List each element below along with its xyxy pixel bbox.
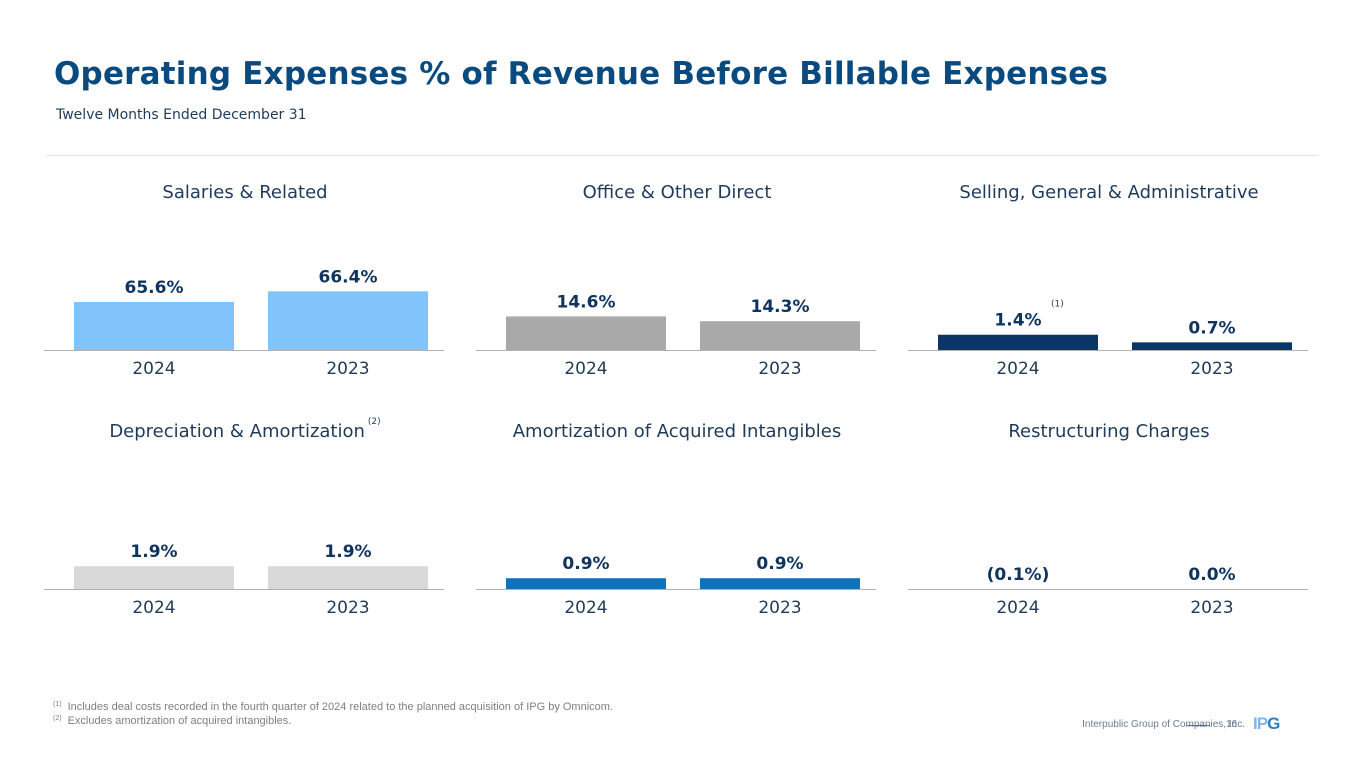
footnote-1: (1) Includes deal costs recorded in the f… [53, 701, 613, 713]
bar-2024 [506, 316, 666, 350]
ipg-logo: IPG [1253, 714, 1280, 734]
chart-title: Selling, General & Administrative [894, 182, 1324, 203]
bar-chart: 1.9% 2024 1.9% 2023 [44, 542, 444, 618]
footnote-2: (2) Excludes amortization of acquired int… [53, 715, 291, 727]
data-label: 65.6% [125, 278, 184, 298]
bar-2023 [268, 566, 428, 589]
footnote-marker: (2) [53, 715, 62, 722]
chart-title: Depreciation & Amortization (2) [30, 417, 460, 442]
chart-title-text: Salaries & Related [162, 182, 328, 203]
chart-panel: Office & Other Direct 14.6% 2024 14.3% 2023 [462, 182, 892, 402]
chart-panel: Amortization of Acquired Intangibles 0.9%… [462, 421, 892, 641]
chart-title-text: Amortization of Acquired Intangibles [512, 421, 842, 442]
chart-title: Restructuring Charges [894, 421, 1324, 442]
page-number: 16 [1226, 719, 1238, 730]
data-label: 0.0% [1188, 565, 1235, 585]
chart-panel: Restructuring Charges (0.1%) 2024 0.0% 2023 [894, 421, 1324, 641]
chart-title-text: Depreciation & Amortization [109, 421, 365, 442]
x-tick-label: 2024 [564, 359, 607, 379]
data-label: (0.1%) [987, 565, 1050, 585]
footnote-text: Excludes amortization of acquired intang… [67, 715, 292, 727]
chart-title: Amortization of Acquired Intangibles [462, 421, 892, 442]
data-label: 0.9% [756, 554, 803, 574]
x-tick-label: 2024 [996, 598, 1039, 618]
page-title: Operating Expenses % of Revenue Before B… [54, 56, 1109, 92]
bar-2024 [938, 334, 1098, 350]
footnote-ref: (2) [367, 417, 381, 427]
logo-part: IP [1253, 714, 1268, 733]
bar-chart: 65.6% 2024 66.4% 2023 [44, 267, 444, 379]
bar-2024 [74, 302, 234, 350]
x-tick-label: 2023 [758, 598, 801, 618]
footnote-ref: (1) [1051, 300, 1064, 310]
x-tick-label: 2023 [1190, 359, 1233, 379]
chart-panel: Selling, General & Administrative 1.4% (1)… [894, 182, 1324, 402]
bar-2023 [268, 291, 428, 350]
data-label: 1.9% [324, 542, 371, 562]
bar-2023 [700, 321, 860, 350]
x-tick-label: 2024 [132, 359, 175, 379]
x-tick-label: 2024 [132, 598, 175, 618]
chart-title-text: Restructuring Charges [1008, 421, 1210, 442]
bar-2024 [506, 578, 666, 589]
x-tick-label: 2023 [1190, 598, 1233, 618]
chart-title: Office & Other Direct [462, 182, 892, 203]
data-label: 0.9% [562, 554, 609, 574]
x-tick-label: 2023 [326, 359, 369, 379]
logo-part: G [1267, 714, 1280, 733]
x-tick-label: 2024 [996, 359, 1039, 379]
bar-2023 [1132, 342, 1292, 350]
data-label: 14.3% [751, 297, 810, 317]
chart-title-text: Selling, General & Administrative [959, 182, 1259, 203]
x-tick-label: 2024 [564, 598, 607, 618]
footnote-marker: (1) [53, 701, 62, 708]
chart-panel: Salaries & Related 65.6% 2024 66.4% 2023 [30, 182, 460, 402]
data-label: 66.4% [319, 267, 378, 287]
chart-title: Salaries & Related [30, 182, 460, 203]
data-label: 14.6% [557, 292, 616, 312]
data-label: 1.4% [994, 311, 1041, 331]
bar-chart: (0.1%) 2024 0.0% 2023 [908, 565, 1308, 618]
data-label: 1.9% [130, 542, 177, 562]
header-divider [46, 155, 1318, 156]
x-tick-label: 2023 [758, 359, 801, 379]
bar-2024 [74, 566, 234, 589]
x-tick-label: 2023 [326, 598, 369, 618]
bar-chart: 1.4% (1) 2024 0.7% 2023 [908, 300, 1308, 379]
company-name: Interpublic Group of Companies, Inc. [1082, 719, 1245, 730]
data-label: 0.7% [1188, 318, 1235, 338]
footer-dash [1187, 725, 1209, 726]
bar-chart: 14.6% 2024 14.3% 2023 [476, 292, 876, 379]
footnote-text: Includes deal costs recorded in the four… [67, 701, 613, 713]
chart-title-text: Office & Other Direct [582, 182, 772, 203]
bar-2023 [700, 578, 860, 589]
chart-panel: Depreciation & Amortization (2) 1.9% 2024 1.… [30, 417, 460, 641]
bar-chart: 0.9% 2024 0.9% 2023 [476, 554, 876, 618]
page-subtitle: Twelve Months Ended December 31 [56, 107, 307, 123]
